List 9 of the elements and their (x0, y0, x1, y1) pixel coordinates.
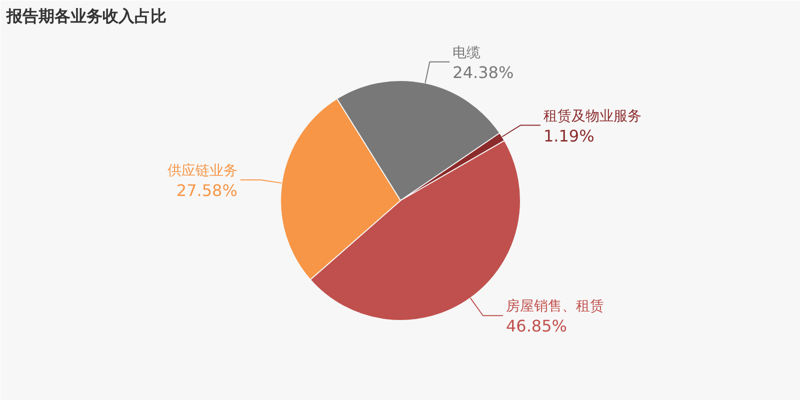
slice-label: 租赁及物业服务 (543, 108, 642, 124)
data-label: 46.85% (506, 316, 567, 336)
slice-label: 房屋销售、租赁 (506, 298, 604, 315)
data-label: 1.19% (543, 126, 594, 146)
data-label: 24.38% (452, 62, 514, 82)
chart-title: 报告期各业务收入占比 (6, 6, 166, 26)
slice-label: 供应链业务 (167, 162, 238, 179)
slice-label: 电缆 (452, 44, 481, 61)
data-label: 27.58% (176, 180, 238, 200)
